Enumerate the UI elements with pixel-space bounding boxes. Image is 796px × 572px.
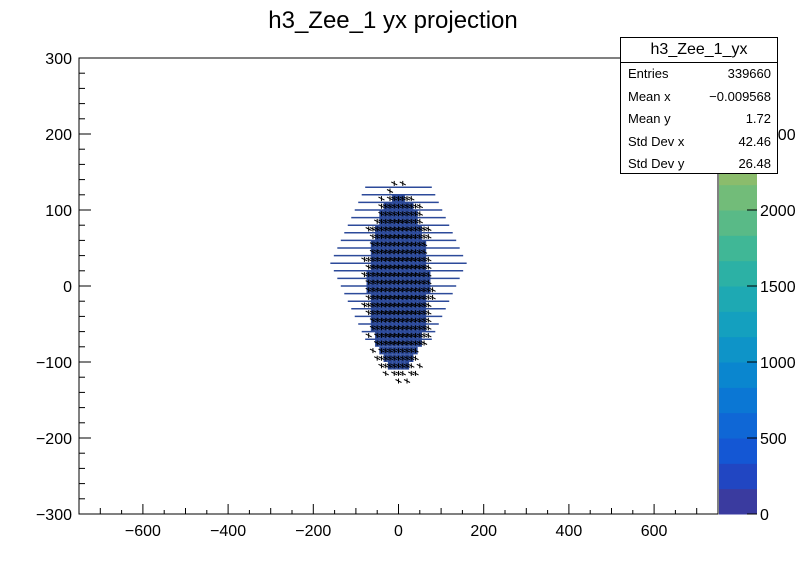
stats-label: Mean y <box>628 111 671 126</box>
stats-label: Mean x <box>628 88 671 104</box>
palette-swatch <box>719 210 757 236</box>
x-tick-label: −200 <box>295 523 331 540</box>
stats-value: 26.48 <box>738 156 771 171</box>
z-tick-label: 1500 <box>760 279 796 296</box>
stats-label: Std Dev y <box>628 156 685 171</box>
x-tick-label: −400 <box>210 523 246 540</box>
z-tick-label: 1000 <box>760 355 796 372</box>
y-tick-label: −100 <box>36 355 72 372</box>
palette-swatch <box>719 336 757 363</box>
x-tick-label: −600 <box>125 523 161 540</box>
palette-swatch <box>719 488 757 515</box>
y-tick-label: −200 <box>36 431 72 448</box>
x-tick-label: 600 <box>641 523 668 540</box>
stats-box: h3_Zee_1_yx Entries 339660 Mean x −0.009… <box>620 37 778 174</box>
chart-title: h3_Zee_1 yx projection <box>268 7 518 34</box>
stats-row-std-y: Std Dev y 26.48 <box>621 153 777 176</box>
stats-value: 1.72 <box>745 111 771 126</box>
y-axis: −300 −200 −100 0 100 200 300 <box>36 51 91 524</box>
y-tick-label: −300 <box>36 507 72 524</box>
stats-label: Entries <box>628 66 669 81</box>
z-tick-label: 0 <box>760 507 769 524</box>
error-markers <box>330 180 467 384</box>
palette-swatch <box>719 463 757 490</box>
palette-swatch <box>719 311 757 338</box>
y-tick-label: 300 <box>45 51 72 68</box>
z-tick-label: 500 <box>760 431 787 448</box>
palette-swatch <box>719 235 757 262</box>
palette-swatch <box>719 412 757 439</box>
x-tick-label: 400 <box>556 523 583 540</box>
x-tick-label: 0 <box>394 523 403 540</box>
stats-label: Std Dev x <box>628 133 685 149</box>
y-tick-label: 200 <box>45 127 72 144</box>
stats-row-entries: Entries 339660 <box>621 63 777 86</box>
palette-swatch <box>719 286 757 312</box>
stats-value: 42.46 <box>738 133 771 149</box>
y-tick-label: 0 <box>63 279 72 296</box>
palette-swatch <box>719 184 757 211</box>
y-tick-label: 100 <box>45 203 72 220</box>
stats-title: h3_Zee_1_yx <box>621 38 777 63</box>
z-tick-label: 2000 <box>760 203 796 220</box>
stats-row-std-x: Std Dev x 42.46 <box>621 131 777 154</box>
stats-row-mean-x: Mean x −0.009568 <box>621 86 777 109</box>
palette-swatch <box>719 362 757 388</box>
stats-value: 339660 <box>727 66 771 81</box>
stats-row-mean-y: Mean y 1.72 <box>621 108 777 131</box>
x-tick-label: 200 <box>470 523 497 540</box>
palette-swatch <box>719 387 757 414</box>
stats-value: −0.009568 <box>709 88 771 104</box>
x-axis: −600 −400 −200 0 200 400 600 <box>99 504 698 540</box>
palette-swatch <box>719 438 757 464</box>
palette-swatch <box>719 260 757 287</box>
